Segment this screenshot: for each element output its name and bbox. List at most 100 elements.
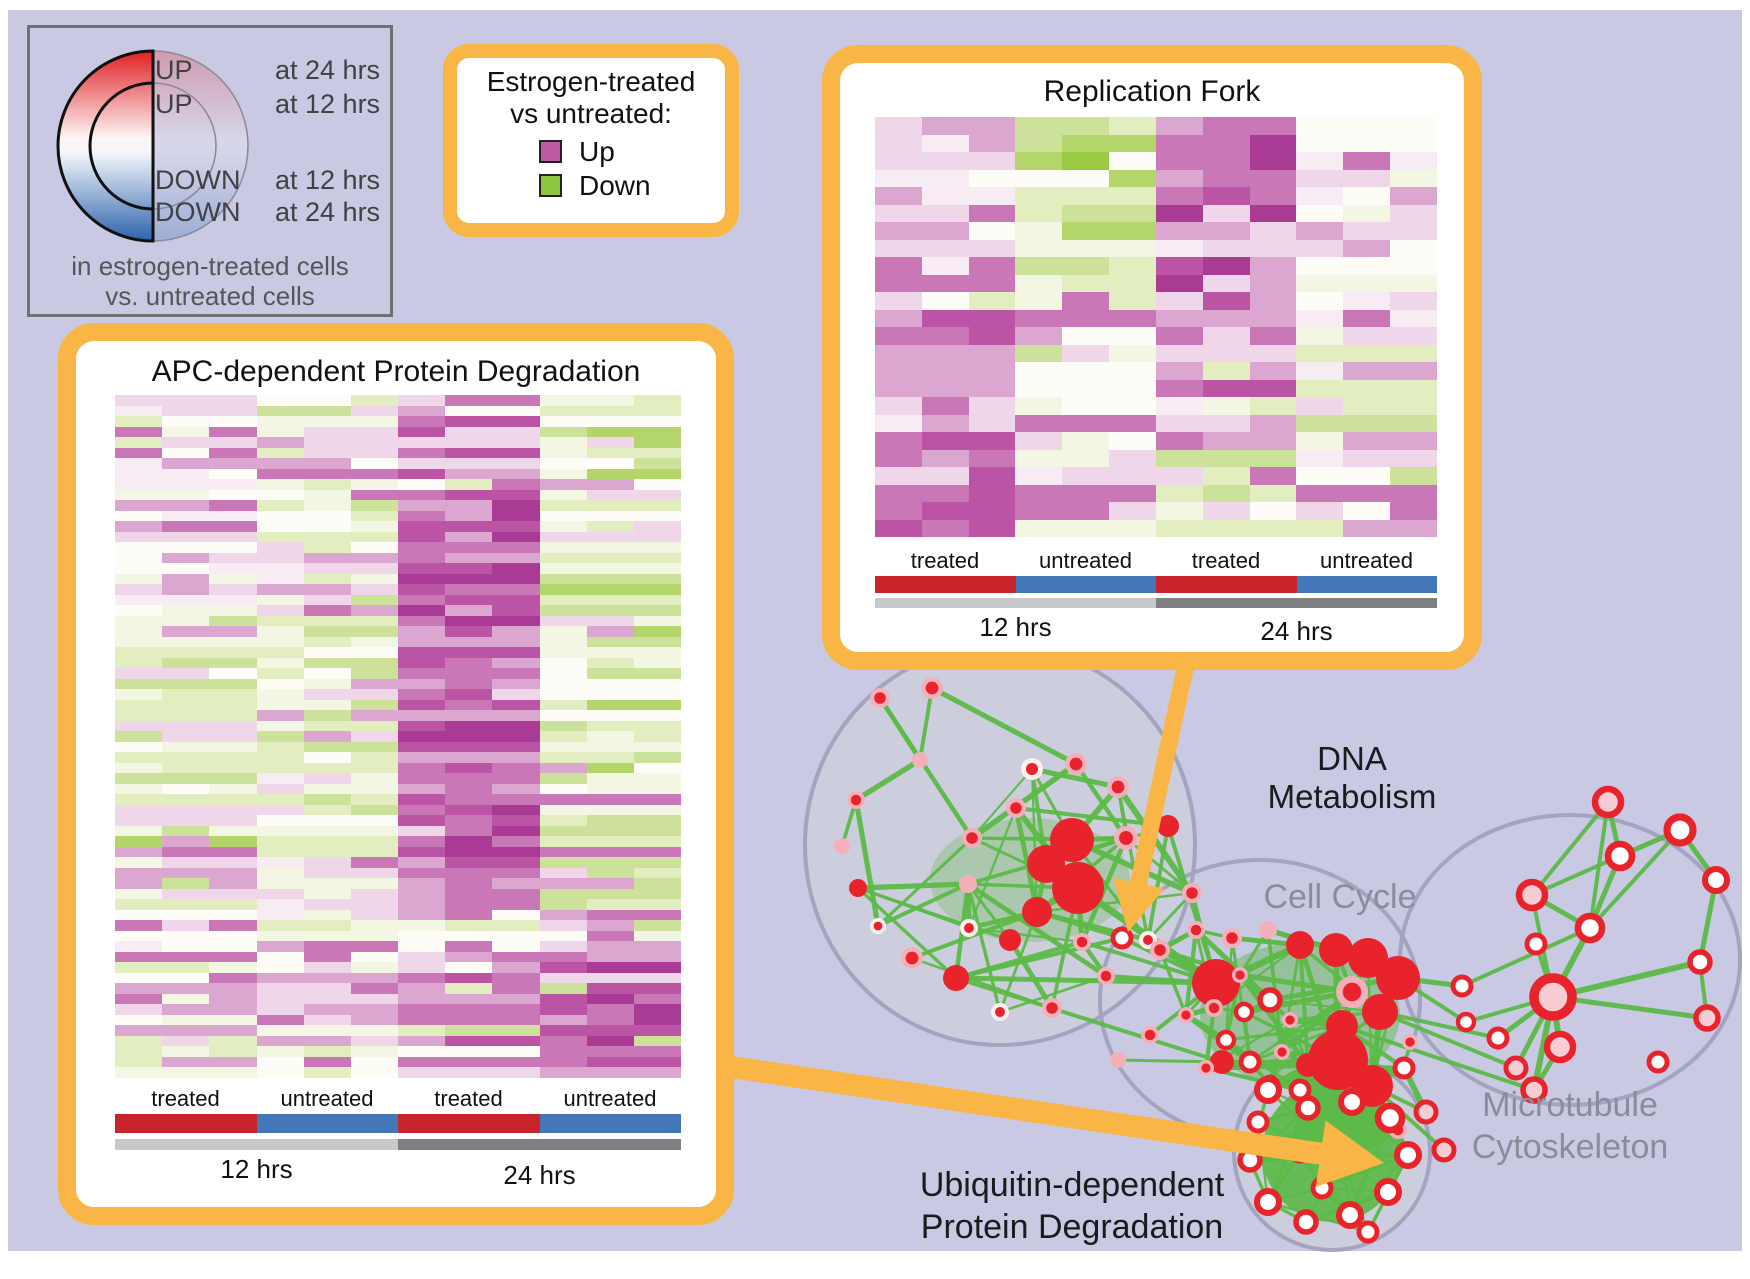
heatmap-cell <box>633 521 681 532</box>
heatmap-cell <box>586 500 634 511</box>
heatmap-cell <box>445 741 493 753</box>
network-node <box>1515 878 1549 912</box>
heatmap-cell <box>633 941 681 952</box>
heatmap-cell <box>1062 449 1110 467</box>
heatmap-cell <box>586 993 634 1005</box>
heatmap-cell <box>350 416 398 427</box>
heatmap-cell <box>115 930 163 942</box>
heatmap-cell <box>1296 152 1344 170</box>
heatmap-cell <box>492 437 540 448</box>
heatmap-cell <box>303 458 351 469</box>
heatmap-cell <box>633 867 681 879</box>
heatmap-cell <box>256 741 304 753</box>
heatmap-cell <box>350 552 398 564</box>
heatmap-cell <box>1155 379 1203 397</box>
heatmap-cell <box>539 951 587 963</box>
heatmap-cell <box>256 615 304 627</box>
heatmap-cell <box>492 668 540 679</box>
heatmap-cell <box>492 867 540 879</box>
heatmap-cell <box>492 993 540 1005</box>
heatmap-cell <box>539 510 587 522</box>
heatmap-cell <box>586 888 634 900</box>
untreated-bar <box>1296 576 1437 593</box>
heatmap-cell <box>1015 379 1063 397</box>
heatmap-cell <box>162 951 210 963</box>
heatmap-cell <box>492 699 540 711</box>
heatmap-cell <box>256 846 304 858</box>
heatmap-cell <box>1296 169 1344 187</box>
treated-bar <box>1156 576 1297 593</box>
heatmap-cell <box>398 521 446 532</box>
heatmap-cell <box>209 437 257 448</box>
heatmap-cell <box>968 222 1016 240</box>
heatmap-cell <box>445 783 493 795</box>
heatmap-cell <box>921 274 969 292</box>
heatmap-cell <box>445 794 493 805</box>
heatmap-cell <box>1155 169 1203 187</box>
heatmap-cell <box>539 1067 587 1078</box>
heatmap-cell <box>162 563 210 574</box>
heatmap-cell <box>209 615 257 627</box>
heatmap-cell <box>1343 204 1391 222</box>
heatmap-cell <box>398 993 446 1005</box>
heatmap-cell <box>633 458 681 469</box>
heatmap-cell <box>115 867 163 879</box>
heatmap-cell <box>350 993 398 1005</box>
heatmap-cell <box>586 584 634 595</box>
heatmap-cell <box>209 668 257 679</box>
heatmap-cell <box>1155 239 1203 257</box>
heatmap-cell <box>303 605 351 616</box>
heatmap-cell <box>633 962 681 973</box>
heatmap-cell <box>539 804 587 816</box>
heatmap-cell <box>1062 379 1110 397</box>
cluster-label-ubiquitin-line1: Ubiquitin-dependent <box>919 1166 1225 1204</box>
heatmap-cell <box>1390 519 1437 537</box>
heatmap-cell <box>398 1014 446 1026</box>
network-node <box>1348 938 1388 978</box>
heatmap-cell <box>398 930 446 942</box>
heatmap-cell <box>209 1035 257 1047</box>
heatmap-cell <box>209 521 257 532</box>
heatmap-cell <box>492 720 540 732</box>
heatmap-cell <box>633 836 681 847</box>
network-node <box>1356 1220 1380 1244</box>
network-node <box>1293 1209 1319 1235</box>
heatmap-cell <box>303 416 351 427</box>
heatmap-cell <box>875 187 922 205</box>
heatmap-cell <box>586 773 634 784</box>
heatmap-cell <box>256 510 304 522</box>
heatmap-cell <box>1343 414 1391 432</box>
network-node <box>1524 932 1548 956</box>
heatmap-cell <box>539 657 587 669</box>
network-edge <box>1031 766 1119 790</box>
heatmap-cell <box>256 647 304 658</box>
heatmap-cell <box>350 699 398 711</box>
network-node <box>1208 1002 1220 1014</box>
heatmap-cell <box>445 479 493 490</box>
heatmap-cell <box>1155 397 1203 415</box>
heatmap-cell <box>445 899 493 910</box>
heatmap-cell <box>115 699 163 711</box>
heatmap-cell <box>115 825 163 837</box>
network-edge <box>971 768 1033 839</box>
heatmap-cell <box>445 447 493 459</box>
heatmap-cell <box>303 678 351 690</box>
heatmap-cell <box>445 731 493 742</box>
heatmap-cell <box>921 204 969 222</box>
heatmap-cell <box>115 542 163 553</box>
heatmap-cell <box>492 752 540 763</box>
heatmap-cell <box>209 993 257 1005</box>
heatmap-cell <box>1343 362 1391 380</box>
heatmap-cell <box>1249 257 1297 275</box>
network-node <box>1215 1029 1237 1051</box>
heatmap-cell <box>633 972 681 984</box>
heatmap-cell <box>875 134 922 152</box>
heatmap-cell <box>633 773 681 784</box>
heatmap-cell <box>115 1025 163 1036</box>
heatmap-cell <box>350 867 398 879</box>
heatmap-cell <box>256 552 304 564</box>
heatmap-cell <box>1343 169 1391 187</box>
heatmap-cell <box>209 500 257 511</box>
heatmap-cell <box>209 447 257 459</box>
heatmap-cell <box>445 395 493 406</box>
